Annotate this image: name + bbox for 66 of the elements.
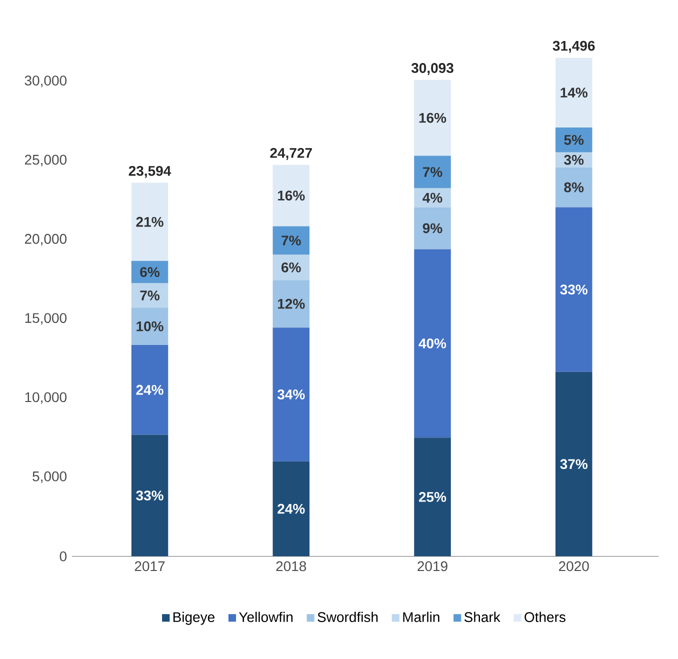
bar <box>414 156 451 188</box>
annotation: 14% <box>560 88 588 98</box>
annotation: 4% <box>422 192 442 203</box>
annotation: 21% <box>136 216 164 227</box>
y-tick-label: 20,000 <box>24 234 67 246</box>
annotation: 24% <box>136 384 164 395</box>
x-tick-label: 2018 <box>276 561 306 572</box>
bar <box>272 226 310 255</box>
annotation: 25% <box>418 492 446 502</box>
total-label: 31,496 <box>552 40 595 53</box>
legend-label: Others <box>524 612 566 622</box>
annotation: 37% <box>560 459 588 470</box>
total-label: 23,594 <box>128 166 172 178</box>
annotation: 40% <box>418 338 446 348</box>
bar <box>272 164 310 226</box>
annotation: 10% <box>136 321 164 332</box>
bar <box>131 283 168 308</box>
x-tick-label: 2017 <box>134 561 165 572</box>
total-label: 30,093 <box>411 63 454 75</box>
bar <box>131 434 168 556</box>
annotation: 3% <box>564 154 584 165</box>
annotation: 33% <box>136 490 164 501</box>
y-tick-label: 25,000 <box>24 154 67 166</box>
legend-label: Shark <box>464 612 500 622</box>
legend-label: Bigeye <box>173 612 214 625</box>
annotation: 12% <box>278 298 305 309</box>
bar <box>555 127 592 152</box>
annotation: 9% <box>422 223 442 234</box>
annotation: 6% <box>282 262 301 272</box>
bar <box>555 167 592 208</box>
bar <box>414 80 451 156</box>
x-tick-label: 2019 <box>418 561 448 572</box>
bar <box>131 344 168 435</box>
bar <box>414 249 451 438</box>
bar <box>272 461 310 556</box>
total-label: 24,727 <box>270 148 312 160</box>
y-tick-label: 5,000 <box>32 471 67 483</box>
annotation: 24% <box>278 504 305 514</box>
annotation: 16% <box>419 112 446 123</box>
annotation: 8% <box>564 182 584 192</box>
legend-label: Swordfish <box>318 612 378 622</box>
y-tick-label: 10,000 <box>25 392 67 404</box>
bar <box>131 182 168 261</box>
annotation: 16% <box>278 190 305 201</box>
annotation: 33% <box>560 284 588 295</box>
annotation: 7% <box>422 167 442 177</box>
legend-label: Marlin <box>403 612 440 622</box>
bar <box>555 207 592 372</box>
bar <box>414 438 451 556</box>
annotation: 6% <box>140 267 160 278</box>
bar <box>272 254 310 280</box>
bar <box>131 308 168 345</box>
legend-label: Yellowfin <box>239 612 293 622</box>
annotation: 7% <box>282 236 301 246</box>
bar <box>555 372 592 556</box>
annotation: 7% <box>140 290 160 300</box>
bar <box>555 58 592 128</box>
bar <box>414 207 451 250</box>
y-tick-label: 30,000 <box>24 76 67 88</box>
y-tick-label: 15,000 <box>25 313 67 325</box>
y-tick-label: 0 <box>60 551 67 562</box>
annotation: 5% <box>564 134 584 145</box>
x-tick-label: 2020 <box>558 561 589 572</box>
annotation: 34% <box>277 389 305 400</box>
bar <box>272 328 310 462</box>
bar <box>272 280 310 328</box>
